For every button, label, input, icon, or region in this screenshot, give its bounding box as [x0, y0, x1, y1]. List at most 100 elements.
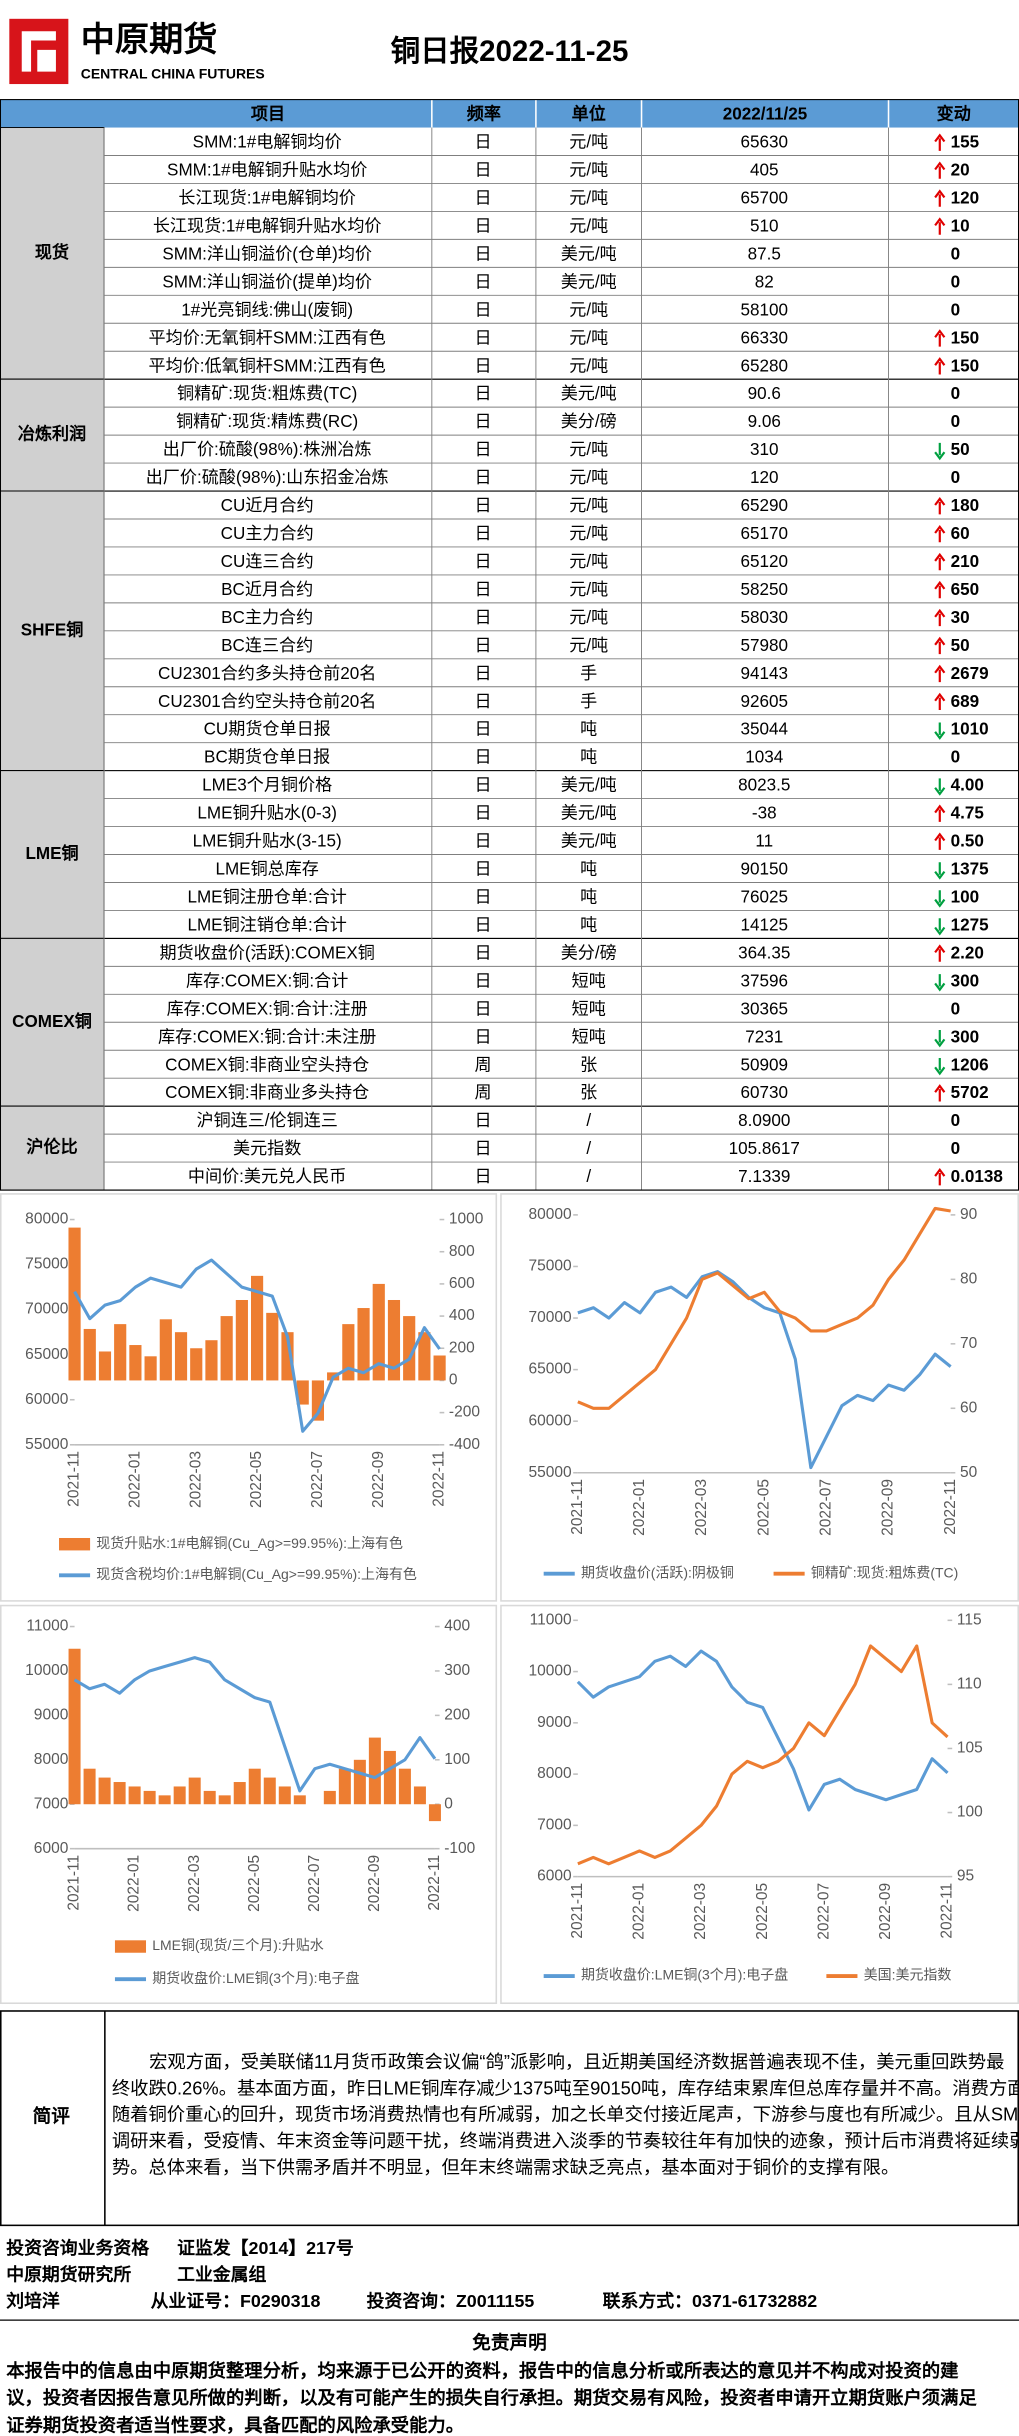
- bar: [428, 1804, 441, 1822]
- x-tick-label: 2022-07: [817, 1479, 834, 1536]
- unit-cell: 吨: [580, 915, 597, 934]
- value-cell: 9.06: [748, 412, 781, 431]
- x-tick-label: 2022-09: [366, 1855, 383, 1912]
- unit-cell: 吨: [580, 748, 597, 767]
- unit-cell: 元/吨: [569, 300, 608, 319]
- change-cell: 150: [951, 328, 980, 347]
- y2-tick-label: 95: [957, 1868, 974, 1885]
- value-cell: 510: [750, 216, 779, 235]
- change-cell: 1206: [951, 1055, 989, 1074]
- unit-cell: 手: [580, 664, 597, 683]
- y-tick-label: 6000: [34, 1840, 69, 1857]
- group-label: COMEX铜: [12, 1011, 92, 1031]
- arrow-up: [934, 636, 946, 655]
- y2-tick-label: -400: [449, 1436, 480, 1453]
- freq-cell: 日: [475, 1167, 492, 1186]
- chart-frame: [0, 1193, 498, 1602]
- item-cell: 库存:COMEX:铜:合计:未注册: [158, 1027, 376, 1046]
- bar: [143, 1790, 156, 1805]
- x-tick-label: 2022-01: [127, 1451, 144, 1508]
- line-series: [577, 1206, 951, 1410]
- item-cell: LME铜升贴水(0-3): [197, 804, 337, 823]
- value-cell: 8023.5: [738, 776, 790, 795]
- freq-cell: 日: [475, 943, 492, 962]
- value-cell: 57980: [740, 636, 788, 655]
- y-tick-label: 65000: [25, 1346, 69, 1363]
- value-cell: 58250: [740, 580, 788, 599]
- bar: [68, 1227, 81, 1381]
- item-cell: 期货收盘价(活跃):COMEX铜: [159, 943, 374, 962]
- freq-cell: 日: [475, 133, 492, 152]
- group-cell: [0, 378, 105, 492]
- freq-cell: 日: [475, 720, 492, 739]
- footer-text: 投资咨询：Z0011155: [367, 2290, 535, 2311]
- change-cell: 0: [951, 748, 960, 767]
- change-cell: 0: [951, 412, 960, 431]
- x-tick-label: 2021-11: [569, 1479, 586, 1535]
- y2-tick-label: 800: [449, 1243, 475, 1260]
- value-cell: 92605: [740, 692, 788, 711]
- y-tick-label: 80000: [528, 1206, 572, 1223]
- unit-cell: 吨: [580, 860, 597, 879]
- bar: [311, 1380, 325, 1421]
- freq-cell: 日: [475, 692, 492, 711]
- bar: [357, 1308, 370, 1381]
- bar: [235, 1299, 248, 1381]
- disclaimer-line: 本报告中的信息由中原期货整理分析，均来源于已公开的资料，报告中的信息分析或所表达…: [6, 2360, 959, 2381]
- unit-cell: 美元/吨: [561, 244, 617, 263]
- value-cell: 405: [750, 161, 779, 180]
- table-header-cell: 项目: [251, 105, 285, 124]
- bar: [98, 1777, 111, 1805]
- item-cell: 长江现货:1#电解铜均价: [178, 189, 355, 208]
- freq-cell: 日: [475, 1139, 492, 1158]
- value-cell: 58030: [740, 608, 788, 627]
- change-cell: 689: [951, 692, 980, 711]
- x-tick-label: 2022-05: [755, 1479, 772, 1536]
- bar: [144, 1356, 157, 1381]
- freq-cell: 日: [475, 915, 492, 934]
- arrow-up: [934, 161, 946, 179]
- item-cell: CU期货仓单日报: [204, 720, 331, 739]
- x-tick-label: 2022-05: [754, 1883, 771, 1940]
- y2-tick-label: 0: [444, 1795, 453, 1812]
- legend-label: 铜精矿:现货:粗炼费(TC): [811, 1564, 958, 1580]
- bar: [190, 1348, 203, 1381]
- item-cell: CU2301合约空头持仓前20名: [158, 692, 376, 711]
- freq-cell: 日: [475, 496, 492, 515]
- unit-cell: 美元/吨: [561, 832, 617, 851]
- group-label: SHFE铜: [21, 619, 84, 639]
- bar: [418, 1332, 431, 1381]
- bar: [263, 1777, 276, 1805]
- legend-label: LME铜(现货/三个月):升贴水: [152, 1937, 324, 1953]
- change-cell: 300: [951, 1027, 980, 1046]
- bar: [174, 1332, 188, 1381]
- freq-cell: 日: [475, 524, 492, 543]
- value-cell: 65630: [740, 133, 788, 152]
- value-cell: 7.1339: [738, 1167, 790, 1186]
- unit-cell: 元/吨: [569, 608, 608, 627]
- bar: [129, 1345, 142, 1381]
- item-cell: 美元指数: [233, 1139, 301, 1158]
- arrow-down: [934, 1058, 946, 1076]
- item-cell: LME3个月铜价格: [202, 776, 332, 795]
- logo-subtext: CENTRAL CHINA FUTURES: [81, 65, 265, 81]
- y2-tick-label: 70: [960, 1335, 978, 1352]
- bar: [98, 1351, 112, 1381]
- value-cell: 310: [750, 440, 779, 459]
- change-cell: 4.00: [951, 776, 984, 795]
- value-cell: 90150: [740, 860, 788, 879]
- comment-text: 宏观方面，受美联储11月货币政策会议偏“鸽”派影响，且近期美国经济数据普遍表现不…: [112, 2051, 1019, 2178]
- bar: [188, 1777, 201, 1805]
- freq-cell: 日: [475, 356, 492, 375]
- data-table: 项目 频率 单位 2022/11/25 变动现货SMM:1#电解铜均价日元/吨 65630…: [0, 99, 1019, 1191]
- unit-cell: 张: [580, 1083, 597, 1102]
- value-cell: 35044: [740, 720, 788, 739]
- x-tick-label: 2022-11: [942, 1479, 959, 1535]
- change-cell: 150: [951, 356, 980, 375]
- unit-cell: 元/吨: [569, 161, 608, 180]
- arrow-down: [934, 722, 946, 740]
- value-cell: 50909: [740, 1055, 788, 1074]
- value-cell: 120: [750, 468, 779, 487]
- value-cell: 105.8617: [729, 1139, 800, 1158]
